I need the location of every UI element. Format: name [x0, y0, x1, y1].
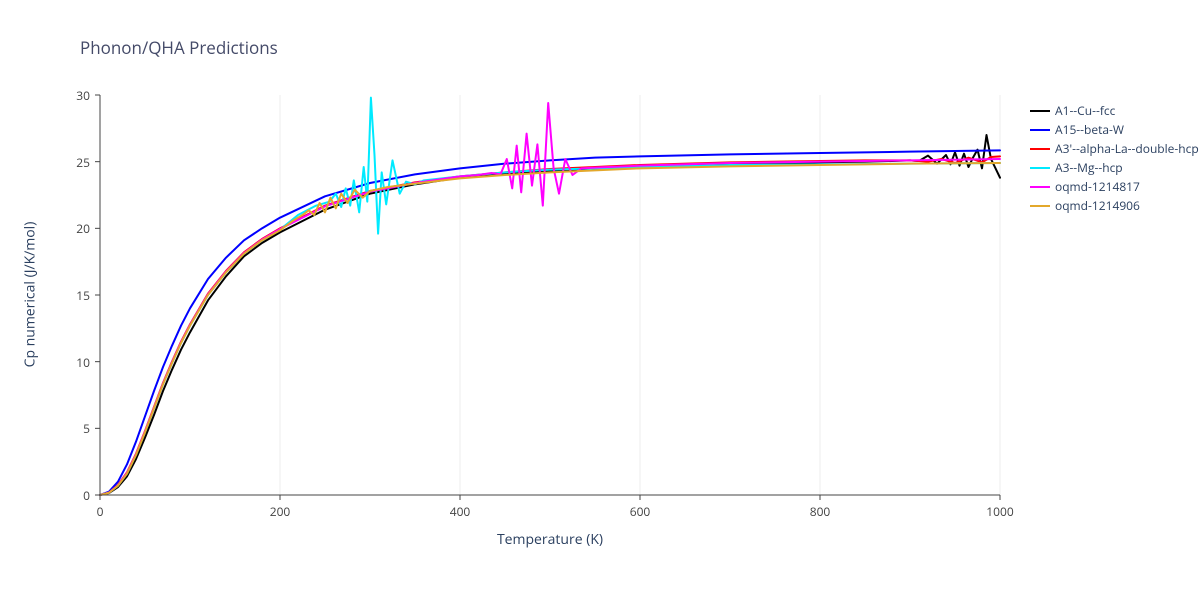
- legend-swatch: [1030, 167, 1050, 169]
- legend[interactable]: A1--Cu--fcc A15--beta-W A3'--alpha-La--dou…: [1030, 102, 1199, 216]
- x-tick-label: 1000: [980, 503, 1020, 520]
- y-tick-label: 15: [60, 287, 90, 304]
- y-tick-label: 20: [60, 220, 90, 237]
- legend-label: oqmd-1214906: [1055, 197, 1140, 214]
- x-tick-label: 600: [620, 503, 660, 520]
- y-axis-label: Cp numerical (J/K/mol): [21, 195, 40, 395]
- x-tick-label: 400: [440, 503, 480, 520]
- y-tick-label: 0: [60, 487, 90, 504]
- y-tick-label: 5: [60, 420, 90, 437]
- y-tick-label: 25: [60, 154, 90, 171]
- x-tick-label: 0: [80, 503, 120, 520]
- y-tick-label: 10: [60, 354, 90, 371]
- legend-item[interactable]: oqmd-1214817: [1030, 178, 1199, 195]
- x-tick-label: 800: [800, 503, 840, 520]
- legend-item[interactable]: A15--beta-W: [1030, 121, 1199, 138]
- x-tick-label: 200: [260, 503, 300, 520]
- legend-swatch: [1030, 186, 1050, 188]
- x-axis-label: Temperature (K): [100, 530, 1000, 549]
- legend-item[interactable]: A1--Cu--fcc: [1030, 102, 1199, 119]
- legend-label: A1--Cu--fcc: [1055, 102, 1115, 119]
- legend-item[interactable]: oqmd-1214906: [1030, 197, 1199, 214]
- legend-item[interactable]: A3--Mg--hcp: [1030, 159, 1199, 176]
- legend-label: A3--Mg--hcp: [1055, 159, 1123, 176]
- legend-label: A3'--alpha-La--double-hcp: [1055, 140, 1199, 157]
- legend-label: A15--beta-W: [1055, 121, 1124, 138]
- plot-area: [0, 0, 1200, 600]
- legend-swatch: [1030, 148, 1050, 150]
- legend-item[interactable]: A3'--alpha-La--double-hcp: [1030, 140, 1199, 157]
- legend-swatch: [1030, 110, 1050, 112]
- legend-swatch: [1030, 205, 1050, 207]
- legend-swatch: [1030, 129, 1050, 131]
- legend-label: oqmd-1214817: [1055, 178, 1140, 195]
- y-tick-label: 30: [60, 87, 90, 104]
